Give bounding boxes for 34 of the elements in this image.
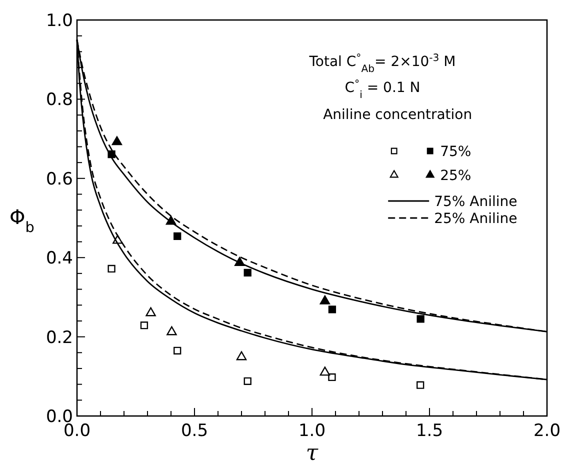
x-tick-label: 1.0 bbox=[298, 421, 326, 441]
y-tick-label: 0.4 bbox=[46, 248, 73, 269]
point bbox=[146, 307, 156, 316]
y-tick-label: 1.0 bbox=[46, 11, 73, 31]
legend-label: 75% Aniline bbox=[434, 194, 518, 210]
point bbox=[416, 315, 424, 323]
legend-title: Aniline concentration bbox=[323, 107, 472, 123]
point bbox=[166, 326, 177, 336]
annotation: C$^{°}$$_{i}$ = 0.1 N bbox=[344, 78, 420, 100]
point bbox=[140, 321, 148, 330]
y-axis-title: Φ$_{b}$ bbox=[10, 205, 34, 236]
point bbox=[108, 264, 116, 273]
point bbox=[244, 377, 252, 385]
legend-label: 75% bbox=[440, 144, 472, 160]
point bbox=[174, 346, 182, 354]
x-tick-label: 2.0 bbox=[533, 421, 561, 441]
point bbox=[328, 306, 336, 314]
point bbox=[320, 295, 330, 304]
point bbox=[416, 381, 424, 389]
annotation: Total C$^{°}$$_{Ab}$= 2×10$^{-3}$ M bbox=[308, 52, 456, 74]
x-axis-title: τ bbox=[306, 441, 319, 466]
point bbox=[320, 366, 330, 376]
y-tick-label: 0.6 bbox=[46, 169, 73, 190]
x-tick-label: 0.5 bbox=[180, 421, 208, 441]
x-tick-label: 1.5 bbox=[416, 421, 444, 441]
point bbox=[236, 351, 247, 360]
y-tick-label: 0.8 bbox=[46, 90, 73, 110]
legend-label: 25% bbox=[440, 168, 472, 184]
y-tick-label: 0.2 bbox=[46, 328, 73, 348]
legend-label: 25% Aniline bbox=[434, 211, 518, 227]
point bbox=[112, 136, 122, 146]
point bbox=[328, 373, 336, 382]
point bbox=[244, 268, 252, 276]
point bbox=[174, 232, 182, 240]
